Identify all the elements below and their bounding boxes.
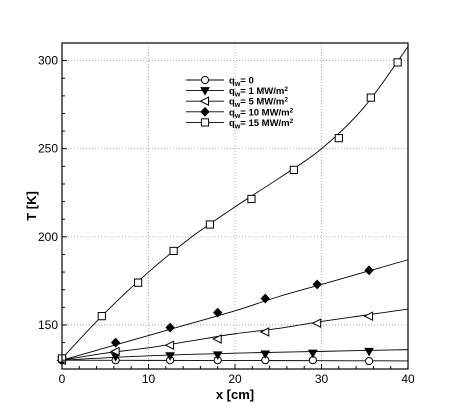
legend-entry: qw= 5 MW/m2 [229,97,288,110]
series-line-0 [61,359,409,362]
y-tick-label: 250 [38,142,58,156]
data-point-series-4 [289,165,298,174]
data-point-series-3 [364,265,374,276]
data-point-series-2 [164,340,175,351]
data-point-series-3 [165,322,175,333]
y-tick-label: 200 [38,230,58,244]
data-point-series-3 [260,293,270,304]
data-point-series-0 [364,356,374,366]
data-point-series-1 [165,352,175,361]
data-point-series-2 [311,318,322,328]
data-point-series-1 [364,347,374,357]
legend-marker [200,118,210,127]
legend-entry: qw= 10 MW/m2 [229,107,294,120]
x-tick-label: 40 [401,372,415,386]
data-point-series-1 [260,350,271,360]
data-point-series-3 [213,307,223,318]
data-point-series-4 [334,134,343,143]
x-tick-label: 10 [142,372,156,386]
series-line-1 [61,349,409,361]
axis-ticks: 0 10 20 30 40 150 200 250 300 [38,42,415,386]
grid-lines [62,43,408,369]
x-tick-label: 0 [59,372,66,386]
legend-marker [199,96,209,107]
data-point-series-3 [312,279,322,290]
data-point-series-4 [393,58,402,67]
legend-marker [200,87,210,96]
x-tick-label: 20 [228,372,242,386]
data-point-series-4 [169,246,178,256]
data-point-series-4 [134,278,143,287]
legend-entry: qw= 15 MW/m2 [229,118,294,130]
data-point-series-2 [363,311,374,321]
data-point-series-2 [212,334,222,344]
data-point-series-1 [212,351,223,360]
legend-marker [200,75,210,85]
x-axis-label: x [cm] [216,387,254,402]
data-point-series-1 [307,349,318,359]
data-point-series-2 [110,346,120,357]
data-point-series-4 [97,312,106,321]
y-tick-label: 150 [38,318,58,332]
data-point-series-3 [110,337,121,348]
legend-entry: qw= 0 [229,76,254,89]
data-point-series-4 [247,194,256,204]
data-point-series-4 [366,93,375,102]
series-line-4 [61,46,409,359]
legend-marker [200,106,210,117]
y-axis-label: T [K] [24,191,39,221]
legend-entry: qw= 1 MW/m2 [229,86,288,99]
x-tick-label: 30 [315,372,329,386]
data-point-series-2 [259,327,270,337]
y-tick-label: 300 [38,54,58,68]
data-point-series-4 [205,220,215,229]
